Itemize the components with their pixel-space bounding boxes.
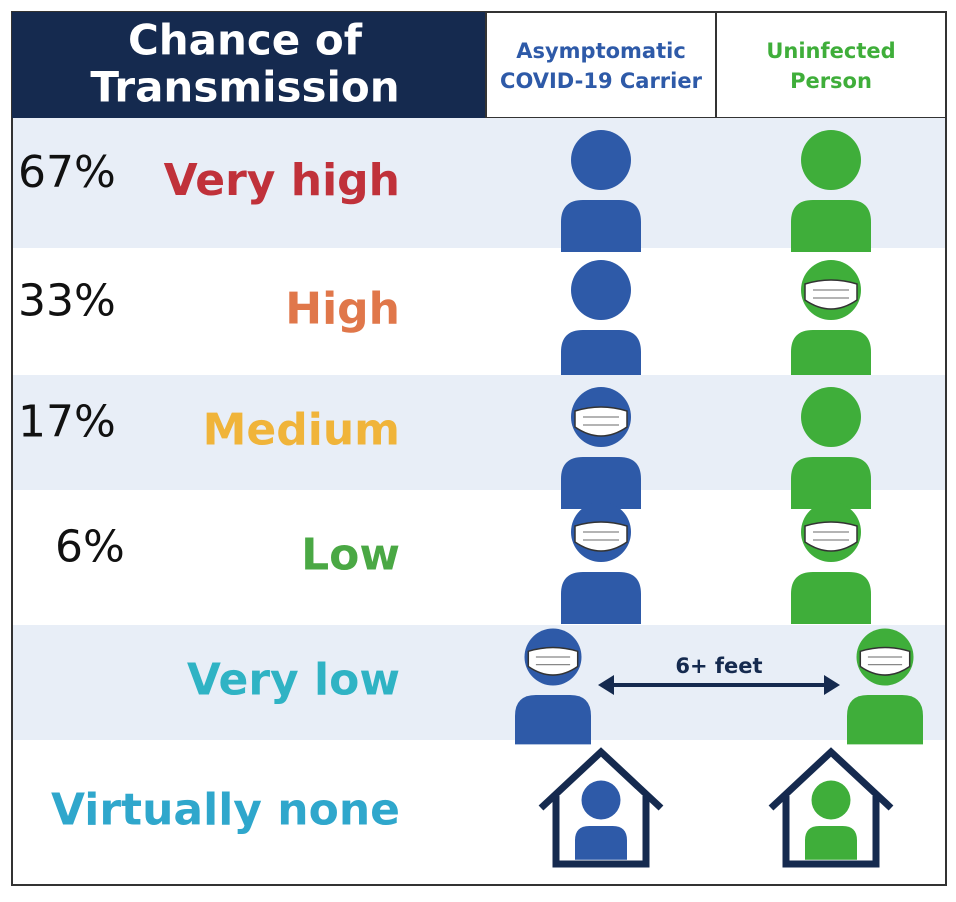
level: Virtually none xyxy=(51,785,400,836)
distance-label: 6+ feet xyxy=(675,654,762,678)
mask xyxy=(574,521,628,552)
house xyxy=(538,747,664,868)
title-line: Chance of xyxy=(128,16,363,65)
person-body xyxy=(561,200,641,252)
level: Medium xyxy=(203,405,400,456)
person-body xyxy=(561,457,641,509)
column-header xyxy=(715,11,947,119)
mask xyxy=(859,646,911,676)
person-body xyxy=(791,330,871,382)
row-band xyxy=(13,375,945,490)
person-body xyxy=(791,457,871,509)
percent: 6% xyxy=(55,522,125,573)
person-body xyxy=(515,695,591,745)
person-body xyxy=(561,572,641,624)
person-head xyxy=(801,387,861,447)
mask xyxy=(804,279,858,310)
level: Very low xyxy=(187,655,400,706)
person-head xyxy=(811,780,851,820)
column-header-text: Person xyxy=(790,69,872,93)
person-head xyxy=(571,260,631,320)
level: Very high xyxy=(164,155,400,206)
level: High xyxy=(285,284,400,335)
percent: 17% xyxy=(18,397,116,448)
person-body xyxy=(561,330,641,382)
person-body xyxy=(791,572,871,624)
person-body xyxy=(791,200,871,252)
title-panel xyxy=(12,12,486,118)
person-head xyxy=(571,130,631,190)
row-band xyxy=(13,625,945,740)
column-header-text: Uninfected xyxy=(766,39,895,63)
column-header-text: Asymptomatic xyxy=(516,39,686,63)
mask xyxy=(527,646,579,676)
house xyxy=(768,747,894,868)
person-head xyxy=(801,130,861,190)
level: Low xyxy=(301,530,400,581)
column-header-text: COVID-19 Carrier xyxy=(500,69,703,93)
column-header xyxy=(485,11,717,119)
percent: 33% xyxy=(18,276,116,327)
person-body xyxy=(805,826,857,860)
title-line: Transmission xyxy=(90,63,399,112)
person-body xyxy=(847,695,923,745)
mask xyxy=(574,406,628,437)
percent: 67% xyxy=(18,147,116,198)
person-body xyxy=(575,826,627,860)
mask xyxy=(804,521,858,552)
row-band xyxy=(13,118,945,248)
person-head xyxy=(581,780,621,820)
